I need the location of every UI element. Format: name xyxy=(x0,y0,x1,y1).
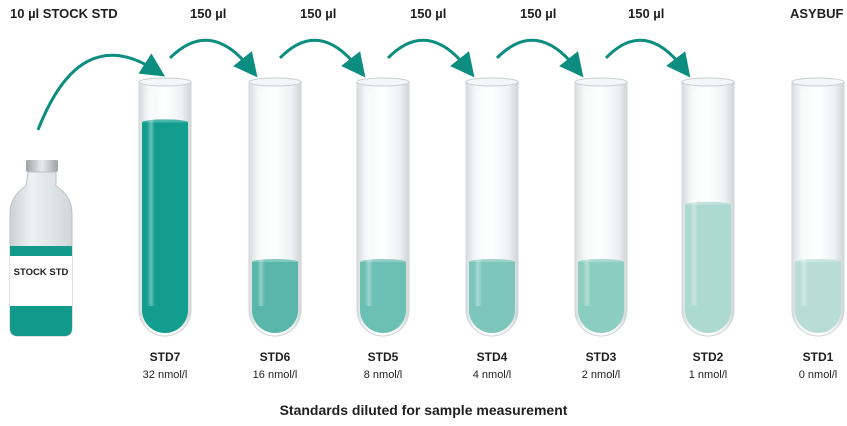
transfer-label-3: 150 µl xyxy=(410,6,447,21)
arrow-stock-to-std7 xyxy=(36,53,166,131)
std7-concentration: 32 nmol/l xyxy=(142,369,188,381)
glass-highlight xyxy=(147,92,155,306)
transfer-label-2: 150 µl xyxy=(300,6,337,21)
tube-std2 xyxy=(681,77,735,337)
glass-highlight xyxy=(365,92,373,306)
tube-std4 xyxy=(465,77,519,337)
std1-concentration: 0 nmol/l xyxy=(798,369,838,381)
tube-rack xyxy=(138,77,845,337)
glass-highlight xyxy=(583,92,591,306)
tube-std5 xyxy=(356,77,410,337)
std6-concentration: 16 nmol/l xyxy=(252,369,298,381)
glass-highlight xyxy=(257,92,265,306)
transfer-label-4: 150 µl xyxy=(520,6,557,21)
std7-name: STD7 xyxy=(149,350,181,364)
std3-concentration: 2 nmol/l xyxy=(581,369,621,381)
std5-name: STD5 xyxy=(367,350,399,364)
tube-std3 xyxy=(574,77,628,337)
bottle-cap xyxy=(26,160,58,172)
std6-name: STD6 xyxy=(259,350,291,364)
std4-name: STD4 xyxy=(476,350,508,364)
transfer-label-1: 150 µl xyxy=(190,6,227,21)
std1-name: STD1 xyxy=(802,350,834,364)
diagram-caption: Standards diluted for sample measurement xyxy=(279,402,568,418)
glass-highlight xyxy=(474,92,482,306)
transfer-arrow-4 xyxy=(495,38,584,78)
std5-concentration: 8 nmol/l xyxy=(363,369,403,381)
stock-transfer-label: 10 µl STOCK STD xyxy=(10,6,118,21)
std2-concentration: 1 nmol/l xyxy=(688,369,728,381)
transfer-label-5: 150 µl xyxy=(628,6,665,21)
stock-bottle xyxy=(9,160,73,337)
tube-rim xyxy=(356,77,410,87)
transfer-arrow-3 xyxy=(386,38,475,78)
transfer-arrow-1 xyxy=(168,38,258,78)
bottle-label-text: STOCK STD xyxy=(13,267,69,278)
tube-rim xyxy=(465,77,519,87)
transfer-arrows xyxy=(168,38,691,78)
std2-name: STD2 xyxy=(692,350,724,364)
std3-name: STD3 xyxy=(585,350,617,364)
tube-rim xyxy=(138,77,192,87)
glass-highlight xyxy=(690,92,698,306)
tube-rim xyxy=(248,77,302,87)
tube-std6 xyxy=(248,77,302,337)
tube-rim xyxy=(681,77,735,87)
tube-std7 xyxy=(138,77,192,337)
tube-rim xyxy=(791,77,845,87)
buffer-label: ASYBUF xyxy=(790,6,844,21)
transfer-arrow-5 xyxy=(604,38,691,78)
bottle-label-card xyxy=(10,256,72,306)
tube-rim xyxy=(574,77,628,87)
std4-concentration: 4 nmol/l xyxy=(472,369,512,381)
tube-std1 xyxy=(791,77,845,337)
glass-highlight xyxy=(800,92,808,306)
transfer-arrow-2 xyxy=(278,38,366,78)
